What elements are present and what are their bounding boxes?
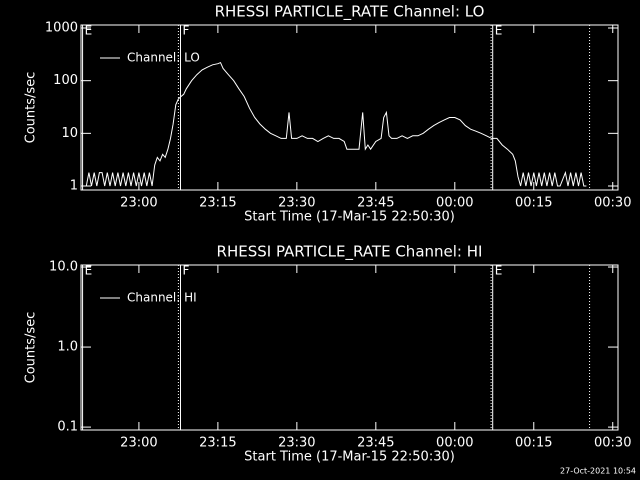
marker-label: E [85,24,93,38]
x-tick-label: 00:30 [594,196,631,211]
x-tick-label: 00:00 [436,196,473,211]
marker-label: F [183,24,190,38]
y-tick-label: 1.0 [57,340,78,355]
y-tick-label: 100 [53,73,78,88]
chart-title: RHESSI PARTICLE_RATE Channel: LO [215,3,485,22]
marker-label: E [495,264,503,278]
x-tick-label: 23:00 [120,436,157,451]
x-tick-label: 23:45 [357,436,394,451]
x-axis-label: Start Time (17-Mar-15 22:50:30) [244,210,455,225]
footer: 27-Oct-2021 10:54 [560,467,636,476]
x-tick-label: 23:30 [278,436,315,451]
chart-title: RHESSI PARTICLE_RATE Channel: HI [217,243,483,262]
x-tick-label: 23:15 [199,196,236,211]
x-axis-label: Start Time (17-Mar-15 22:50:30) [244,450,455,465]
marker-label: E [85,264,93,278]
y-tick-label: 1 [70,179,78,194]
legend-label: Channel: LO [127,51,200,65]
x-tick-label: 23:00 [120,196,157,211]
x-tick-label: 00:00 [436,436,473,451]
x-tick-label: 00:15 [515,196,552,211]
y-axis-label: Counts/sec [24,72,39,144]
y-tick-label: 10 [61,126,78,141]
x-tick-label: 23:45 [357,196,394,211]
y-tick-label: 10.0 [49,260,78,275]
plot-frame [80,24,619,191]
x-tick-label: 00:30 [594,436,631,451]
y-tick-label: 0.1 [57,420,78,435]
x-tick-label: 23:30 [278,196,315,211]
y-tick-label: 1000 [45,20,78,35]
legend-label: Channel: HI [127,291,197,305]
marker-label: E [495,24,503,38]
x-tick-label: 00:15 [515,436,552,451]
x-tick-label: 23:15 [199,436,236,451]
data-line [85,61,587,187]
y-axis-label: Counts/sec [24,312,39,384]
marker-label: F [183,264,190,278]
